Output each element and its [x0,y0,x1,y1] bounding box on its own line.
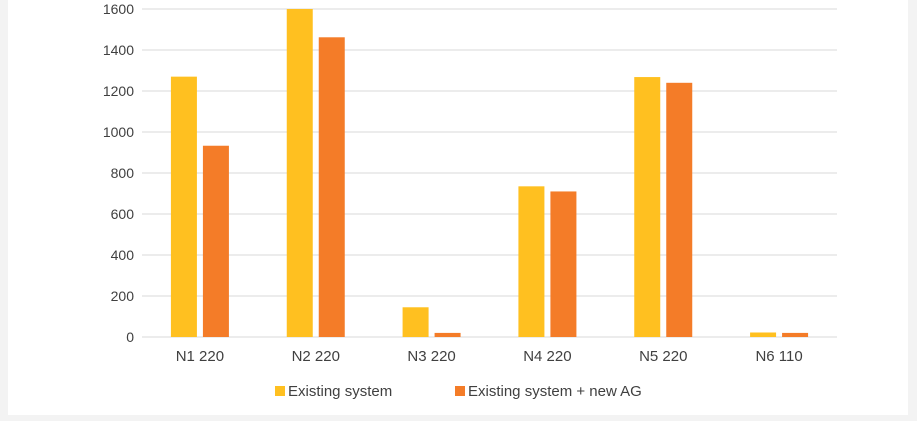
bar-1-n3-220 [403,307,429,337]
x-tick-label: N4 220 [523,348,571,365]
bar-2-n1-220 [203,146,229,337]
bar-1-n4-220 [518,186,544,337]
x-tick-label: N1 220 [176,348,224,365]
bar-2-n4-220 [550,191,576,337]
bar-1-n6-110 [750,332,776,337]
bar-1-n2-220 [287,9,313,337]
bar-2-n2-220 [319,37,345,337]
x-tick-label: N3 220 [407,348,455,365]
legend-label-2: Existing system + new AG [468,383,642,400]
bar-chart: 0 200 400 600 800 1000 1200 1400 1600 N1 220 N2 2… [8,0,908,415]
y-tick-label: 1400 [103,42,134,58]
x-tick-label: N6 110 [755,348,802,365]
y-tick-label: 600 [111,206,135,222]
legend-swatch-2 [455,386,465,396]
y-axis-ticks: 0 200 400 600 800 1000 1200 1400 1600 [103,1,134,345]
y-tick-label: 800 [111,165,135,181]
gridlines [142,9,837,337]
chart-frame: 0 200 400 600 800 1000 1200 1400 1600 N1 220 N2 2… [8,0,908,415]
bar-2-n3-220 [435,333,461,337]
bar-2-n6-110 [782,333,808,337]
x-tick-label: N5 220 [639,348,687,365]
legend: Existing system Existing system + new AG [275,383,642,400]
bar-1-n1-220 [171,77,197,337]
legend-swatch-1 [275,386,285,396]
y-tick-label: 200 [111,288,135,304]
y-tick-label: 1600 [103,1,134,17]
x-tick-label: N2 220 [292,348,340,365]
x-axis-ticks: N1 220 N2 220 N3 220 N4 220 N5 220 N6 110 [176,348,803,365]
y-tick-label: 1200 [103,83,134,99]
y-tick-label: 1000 [103,124,134,140]
y-tick-label: 0 [126,329,134,345]
legend-label-1: Existing system [288,383,392,400]
bar-2-n5-220 [666,83,692,337]
y-tick-label: 400 [111,247,135,263]
bar-1-n5-220 [634,77,660,337]
